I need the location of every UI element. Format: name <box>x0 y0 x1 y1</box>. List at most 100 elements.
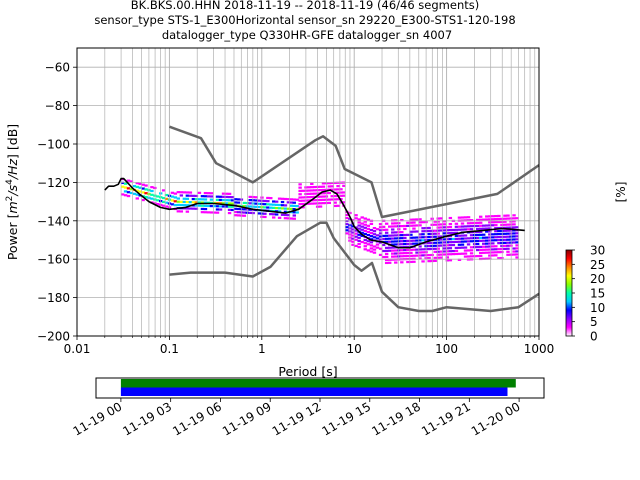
histogram-cell <box>120 193 125 196</box>
histogram-cell <box>485 230 489 233</box>
histogram-cell <box>233 214 238 217</box>
histogram-cell <box>397 237 401 240</box>
histogram-cell <box>418 224 422 227</box>
histogram-cell <box>369 247 374 250</box>
histogram-cell <box>224 192 229 195</box>
histogram-cell <box>460 243 465 246</box>
histogram-cell <box>427 241 431 245</box>
x-axis-ticks: 0.01 0.1 1 10 100 1000 <box>64 336 554 356</box>
histogram-cell <box>381 255 386 259</box>
histogram-cell <box>330 181 334 185</box>
histogram-cell <box>333 201 337 204</box>
histogram-cell <box>372 245 377 248</box>
histogram-cell <box>218 202 223 205</box>
histogram-cell <box>494 221 498 224</box>
histogram-cell <box>363 229 367 232</box>
histogram-cell <box>478 251 483 255</box>
histogram-cell <box>494 251 498 254</box>
histogram-cell <box>463 234 468 237</box>
histogram-cell <box>150 186 154 189</box>
histogram-cell <box>254 205 258 208</box>
histogram-cell <box>378 247 383 250</box>
histogram-cell <box>503 235 507 238</box>
histogram-cell <box>436 229 440 232</box>
histogram-cell <box>212 205 217 208</box>
histogram-cell <box>400 252 404 255</box>
histogram-cell <box>427 254 431 257</box>
histogram-cell <box>144 188 148 191</box>
histogram-cell <box>433 235 437 238</box>
title-line-2: sensor_type STS-1_E300Horizontal sensor_… <box>94 13 515 27</box>
histogram-cell <box>406 260 410 264</box>
histogram-cell <box>400 243 404 246</box>
histogram-cell <box>445 247 450 250</box>
histogram-cell <box>469 249 474 252</box>
histogram-cell <box>439 217 443 220</box>
histogram-cell <box>120 185 125 188</box>
histogram-cell <box>257 199 261 202</box>
histogram-cell <box>254 196 258 199</box>
histogram-cell <box>150 189 154 193</box>
histogram-cell <box>301 202 305 206</box>
title-line-3: datalogger_type Q330HR-GFE datalogger_sn… <box>162 28 452 42</box>
histogram-cell <box>313 185 317 189</box>
histogram-cell <box>277 207 282 210</box>
histogram-cell <box>318 185 323 188</box>
histogram-cell <box>412 227 416 230</box>
histogram-cell <box>418 221 422 224</box>
histogram-cell <box>301 199 305 202</box>
histogram-cell <box>295 198 299 201</box>
histogram-cell <box>351 219 355 222</box>
histogram-cell <box>203 207 208 211</box>
histogram-cell <box>333 188 337 191</box>
colorbar-tick-label: 5 <box>590 315 598 329</box>
histogram-cell <box>230 196 235 199</box>
histogram-cell <box>427 235 431 239</box>
histogram-cell <box>482 248 486 251</box>
histogram-cell <box>491 242 495 245</box>
histogram-cell <box>512 217 516 220</box>
histogram-cell <box>415 236 419 239</box>
histogram-cell <box>394 222 398 225</box>
histogram-cell <box>129 180 134 183</box>
histogram-cell <box>506 244 510 247</box>
histogram-cell <box>313 189 317 192</box>
coverage-tick-label: 11-19 00 <box>71 399 125 438</box>
histogram-cell <box>307 186 311 189</box>
histogram-cell <box>406 251 410 255</box>
histogram-cell <box>387 246 392 249</box>
histogram-cell <box>233 210 238 214</box>
histogram-cell <box>427 247 431 251</box>
y-label-sup2: 2 <box>5 196 15 202</box>
curve-layer <box>104 125 540 313</box>
histogram-cell <box>289 204 294 207</box>
histogram-cell <box>485 215 489 218</box>
histogram-cell <box>280 204 285 207</box>
histogram-cell <box>406 221 410 224</box>
histogram-cell <box>475 236 480 240</box>
histogram-cell <box>391 243 395 246</box>
histogram-cell <box>403 233 407 237</box>
histogram-cell <box>512 238 516 241</box>
histogram-cell <box>354 214 358 217</box>
histogram-cell <box>475 254 480 258</box>
histogram-cell <box>227 192 232 195</box>
coverage-tick-label: 11-19 03 <box>120 399 174 438</box>
histogram-cell <box>475 227 480 231</box>
histogram-cell <box>454 252 459 256</box>
histogram-cell <box>307 196 311 199</box>
histogram-cell <box>463 216 468 219</box>
histogram-cell <box>289 201 294 204</box>
histogram-cell <box>176 200 181 203</box>
histogram-cell <box>397 228 401 231</box>
histogram-cell <box>491 248 495 251</box>
histogram-cell <box>366 233 371 237</box>
histogram-cell <box>280 213 285 216</box>
histogram-cell <box>497 232 501 236</box>
histogram-cell <box>263 212 267 215</box>
histogram-cell <box>515 253 519 256</box>
histogram-cell <box>135 185 139 189</box>
histogram-cell <box>298 186 302 189</box>
histogram-cell <box>497 251 501 254</box>
